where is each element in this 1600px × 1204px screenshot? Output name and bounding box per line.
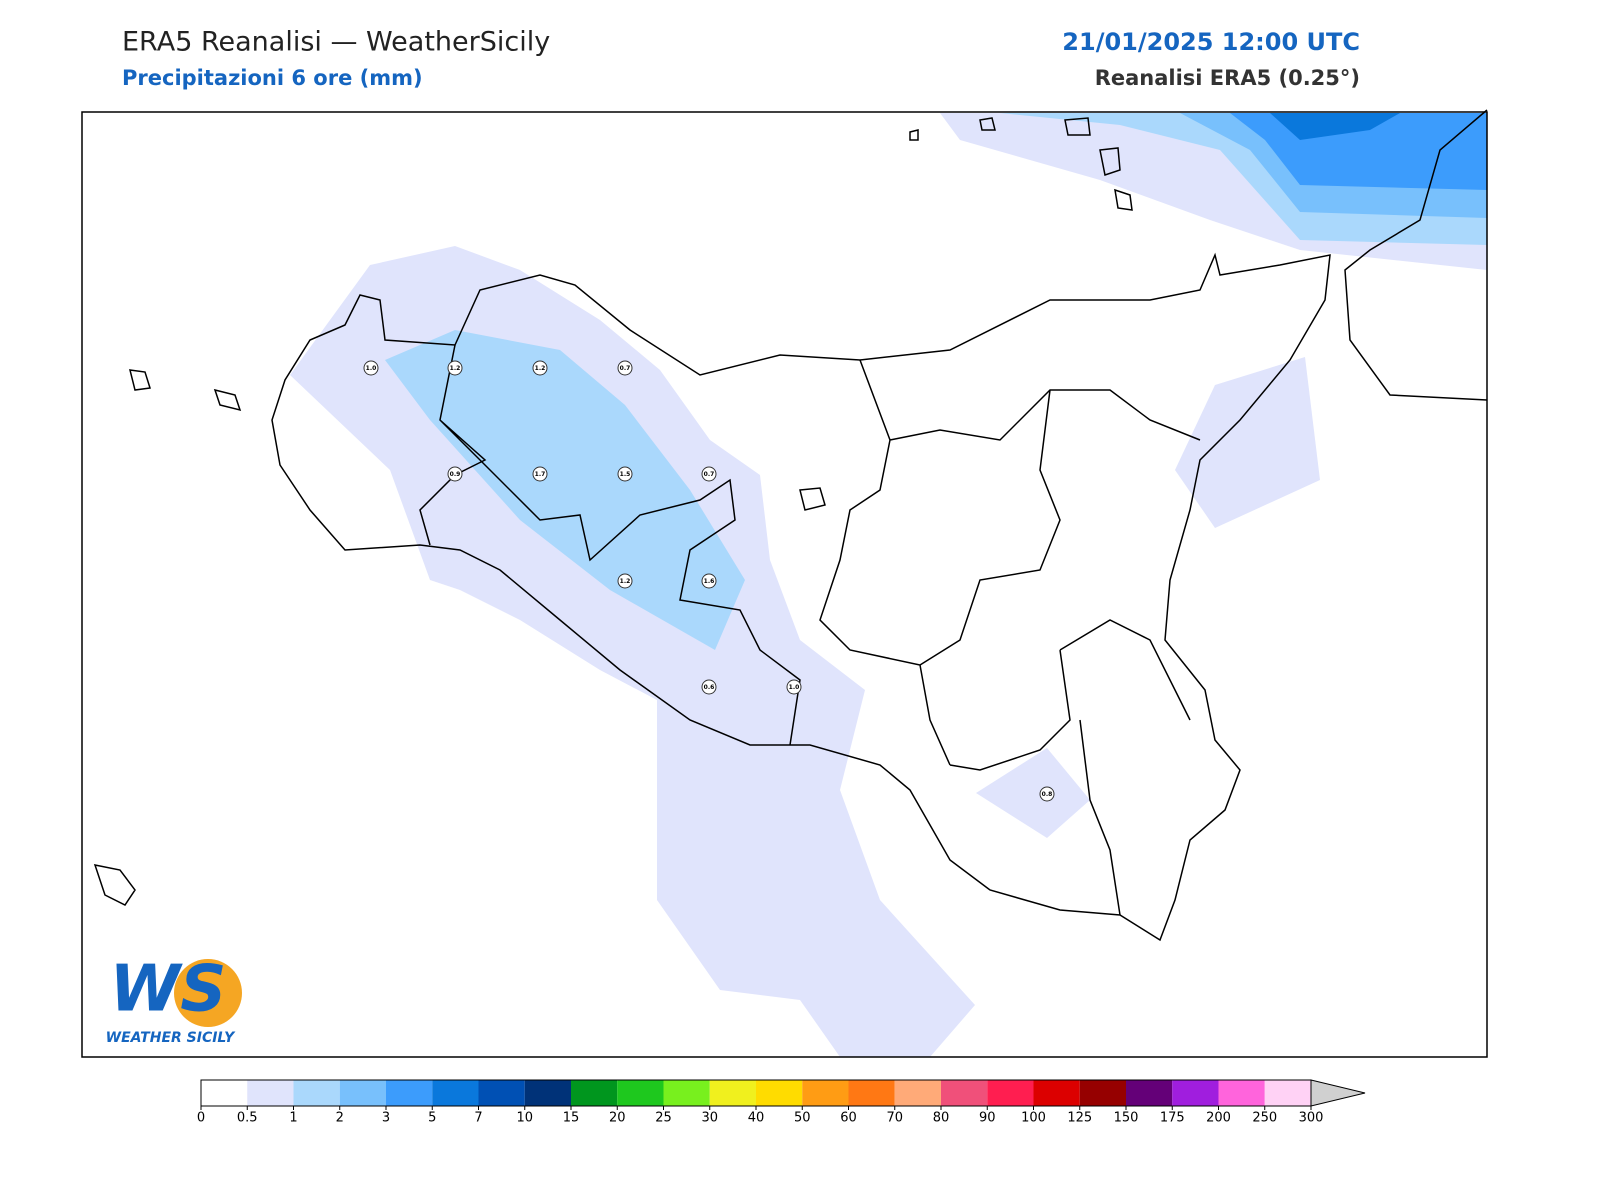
subtitle: Precipitazioni 6 ore (mm) [122,66,423,90]
station-value: 1.2 [620,578,631,585]
precip-area [1175,357,1320,528]
colorbar-tick-label: 60 [840,1111,857,1126]
province-border [419,344,1201,916]
logo-sun [174,959,242,1027]
station-value: 0.7 [620,365,631,372]
datetime: 21/01/2025 12:00 UTC [1062,28,1360,56]
colorbar-swatch [756,1080,803,1106]
colorbar-tick-label: 0 [197,1111,205,1126]
colorbar-tick-label: 5 [428,1111,436,1126]
colorbar-tick-label: 10 [516,1111,533,1126]
colorbar-swatch [339,1080,386,1106]
station-marker [701,573,717,589]
station-marker [532,360,548,376]
logo-mark: WS [110,953,227,1027]
colorbar-swatch [1218,1080,1265,1106]
colorbar-tick-label: 200 [1206,1111,1231,1126]
colorbar-tick-label: 2 [336,1111,344,1126]
station-marker [447,466,463,482]
station-value: 1.2 [450,365,461,372]
colorbar-tick-label: 30 [701,1111,718,1126]
colorbar-tick-label: 150 [1114,1111,1139,1126]
colorbar-swatch [1172,1080,1219,1106]
colorbar-swatch [1079,1080,1126,1106]
colorbar-swatch [987,1080,1034,1106]
station-value: 1.0 [789,684,800,691]
station-marker [617,573,633,589]
colorbar-tick-label: 70 [886,1111,903,1126]
colorbar-tick-label: 15 [563,1111,580,1126]
island [93,117,1133,906]
colorbar-swatch [1126,1080,1173,1106]
colorbar-swatch [478,1080,525,1106]
colorbar-tick-label: 40 [748,1111,765,1126]
colorbar-swatch [524,1080,571,1106]
colorbar-swatch [201,1080,248,1106]
colorbar-swatch [663,1080,710,1106]
colorbar-tick-label: 100 [1021,1111,1046,1126]
station-marker [617,360,633,376]
colorbar-swatch [617,1080,664,1106]
precip-area [385,330,745,650]
colorbar-tick-label: 300 [1299,1111,1324,1126]
title: ERA5 Reanalisi — WeatherSicily [122,27,550,58]
colorbar-swatch [571,1080,618,1106]
colorbar-swatch [802,1080,849,1106]
colorbar-tick-label: 250 [1252,1111,1277,1126]
colorbar-swatch [432,1080,479,1106]
colorbar-tick-label: 20 [609,1111,626,1126]
stations: 1.0 1.2 1.2 0.7 0.9 1.7 1.5 0.7 1.2 1.6 0.6 1.0 0.8 [363,360,1055,802]
station-value: 0.8 [1042,791,1053,798]
calabria-coastline [1344,109,1488,401]
station-value: 1.5 [620,471,631,478]
station-value: 1.0 [366,365,377,372]
logo-text: WEATHER SICILY [106,1030,237,1046]
colorbar-extension [1310,1079,1366,1107]
station-value: 1.2 [535,365,546,372]
colorbar-tick-label: 0.5 [237,1111,258,1126]
station-value: 1.7 [535,471,546,478]
sicily-coastline [271,252,1331,942]
colorbar-tick-label: 125 [1067,1111,1092,1126]
colorbar-swatch [386,1080,433,1106]
station-marker [532,466,548,482]
station-value: 0.9 [450,471,461,478]
colorbar-tick-label: 3 [382,1111,390,1126]
colorbar-tick-label: 25 [655,1111,672,1126]
precip-area [976,748,1090,838]
colorbar-swatch [1264,1080,1311,1106]
colorbar-swatch [247,1080,294,1106]
colorbar-tick-label: 175 [1160,1111,1185,1126]
colorbar-tick-label: 80 [933,1111,950,1126]
station-marker [617,466,633,482]
map-frame [81,111,1488,1058]
colorbar-tick-label: 1 [289,1111,297,1126]
station-value: 0.7 [704,471,715,478]
colorbar-swatch [1033,1080,1080,1106]
station-marker [701,466,717,482]
station-marker [701,679,717,695]
colorbar-swatch [293,1080,340,1106]
precip-fields [290,113,1487,1057]
colorbar: 0 0.5 1 2 3 5 7 10 15 20 25 30 40 50 60 70 80 90 100 125 150… [197,1079,1366,1126]
station-marker [786,679,802,695]
logo: WS WEATHER SICILY [106,953,242,1046]
station-marker [363,360,379,376]
source: Reanalisi ERA5 (0.25°) [1095,66,1360,90]
colorbar-tick-label: 7 [474,1111,482,1126]
station-marker [1039,786,1055,802]
colorbar-swatch [709,1080,756,1106]
precip-area [1270,113,1400,140]
map: 1.0 1.2 1.2 0.70.9 1.7 1.5 0.71.2 1.60.6 1.00.8 … [81,109,1488,1058]
colorbar-tick-label: 50 [794,1111,811,1126]
colorbar-swatch [848,1080,895,1106]
colorbar-tick-label: 90 [979,1111,996,1126]
station-marker [447,360,463,376]
station-value: 0.6 [704,684,715,691]
station-value: 1.6 [704,578,715,585]
colorbar-swatch [941,1080,988,1106]
colorbar-swatch [894,1080,941,1106]
